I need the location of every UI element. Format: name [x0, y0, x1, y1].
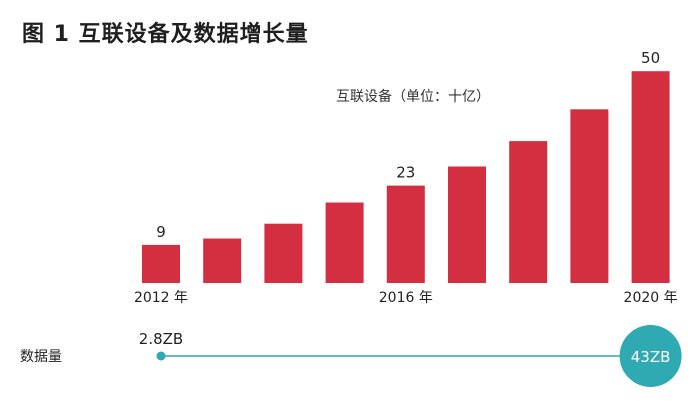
data-volume-start-label: 2.8ZB: [139, 330, 183, 348]
bar-data-label-4: 23: [396, 164, 415, 182]
x-tick-label-0: 2012 年: [134, 290, 188, 306]
data-volume-series: 数据量 2.8ZB 43ZB: [20, 325, 682, 387]
data-volume-end-point: [619, 325, 682, 387]
bar-3: [325, 202, 364, 283]
x-tick-label-4: 2016 年: [379, 290, 433, 306]
bar-7: [570, 109, 609, 283]
x-axis-labels: 2012 年 2016 年 2020 年: [134, 290, 678, 306]
chart-title: 图 1 互联设备及数据增长量: [22, 22, 309, 47]
bar-5: [448, 166, 486, 283]
bar-data-label-0: 9: [156, 223, 166, 241]
bar-series: [142, 71, 670, 283]
bar-data-label-8: 50: [641, 49, 660, 67]
data-volume-start-point: [156, 351, 166, 361]
bar-8: [631, 71, 670, 283]
bar-2: [264, 223, 303, 283]
bar-data-labels: 9 23 50: [156, 49, 660, 241]
x-tick-label-8: 2020 年: [624, 290, 678, 306]
bar-4: [386, 185, 425, 283]
bar-0: [142, 244, 180, 283]
data-volume-label: 数据量: [20, 349, 62, 365]
bar-legend: 互联设备（单位：十亿）: [336, 89, 490, 105]
bar-1: [203, 238, 242, 283]
data-volume-end-label: 43ZB: [631, 348, 671, 366]
bar-6: [509, 141, 548, 283]
